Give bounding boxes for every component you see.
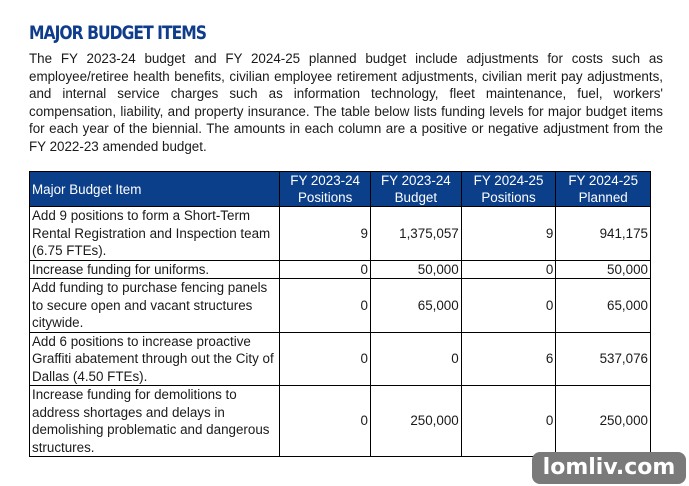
header-line2: Planned [578, 190, 628, 205]
header-line1: FY 2023-24 [290, 173, 360, 188]
cell-positions-2324: 0 [279, 331, 371, 386]
cell-budget-2324: 50,000 [369, 259, 462, 279]
header-positions-2425: FY 2024-25 Positions [460, 171, 557, 207]
cell-planned-2425: 250,000 [555, 385, 651, 457]
cell-budget-2324: 65,000 [369, 278, 462, 333]
header-positions-2324: FY 2023-24 Positions [279, 171, 371, 207]
cell-item: Increase funding for demolitions to addr… [28, 385, 281, 457]
header-item: Major Budget Item [28, 171, 281, 207]
cell-item: Increase funding for uniforms. [28, 259, 281, 279]
cell-positions-2324: 0 [279, 385, 371, 457]
table-row: Increase funding for uniforms. 0 50,000 0 50… [28, 259, 651, 279]
cell-item: Add funding to purchase fencing panels t… [28, 278, 281, 333]
header-line2: Positions [297, 190, 353, 205]
cell-positions-2425: 0 [460, 278, 557, 333]
header-line2: Positions [481, 190, 536, 205]
cell-positions-2324: 9 [279, 206, 371, 261]
cell-positions-2425: 6 [460, 331, 557, 386]
cell-budget-2324: 1,375,057 [369, 206, 462, 261]
intro-paragraph: The FY 2023-24 budget and FY 2024-25 pla… [29, 51, 663, 154]
cell-item: Add 9 positions to form a Short-Term Ren… [28, 206, 281, 261]
header-budget-2324: FY 2023-24 Budget [369, 171, 462, 207]
cell-item: Add 6 positions to increase proactive Gr… [28, 331, 281, 386]
budget-table: Major Budget Item FY 2023-24 Positions FY… [28, 171, 651, 457]
cell-planned-2425: 941,175 [555, 206, 651, 261]
header-line1: FY 2023-24 [380, 173, 451, 188]
table-row: Add 6 positions to increase proactive Gr… [28, 331, 651, 386]
header-line1: FY 2024-25 [473, 173, 544, 188]
cell-positions-2324: 0 [279, 278, 371, 333]
cell-planned-2425: 537,076 [555, 331, 651, 386]
cell-planned-2425: 65,000 [555, 278, 651, 333]
cell-positions-2324: 0 [279, 259, 371, 279]
header-line2: Budget [394, 190, 438, 205]
cell-budget-2324: 250,000 [369, 385, 462, 457]
table-row: Add 9 positions to form a Short-Term Ren… [28, 206, 651, 261]
header-planned-2425: FY 2024-25 Planned [555, 171, 651, 207]
watermark: lomliv.com [532, 452, 686, 484]
cell-planned-2425: 50,000 [555, 259, 651, 279]
header-line1: FY 2024-25 [568, 173, 639, 188]
table-row: Add funding to purchase fencing panels t… [28, 278, 651, 333]
cell-positions-2425: 0 [460, 385, 557, 457]
table-row: Increase funding for demolitions to addr… [28, 385, 651, 457]
cell-positions-2425: 0 [460, 259, 557, 279]
page-title: MAJOR BUDGET ITEMS [29, 22, 207, 44]
cell-positions-2425: 9 [460, 206, 557, 261]
table-header-row: Major Budget Item FY 2023-24 Positions FY… [28, 171, 651, 207]
cell-budget-2324: 0 [369, 331, 462, 386]
